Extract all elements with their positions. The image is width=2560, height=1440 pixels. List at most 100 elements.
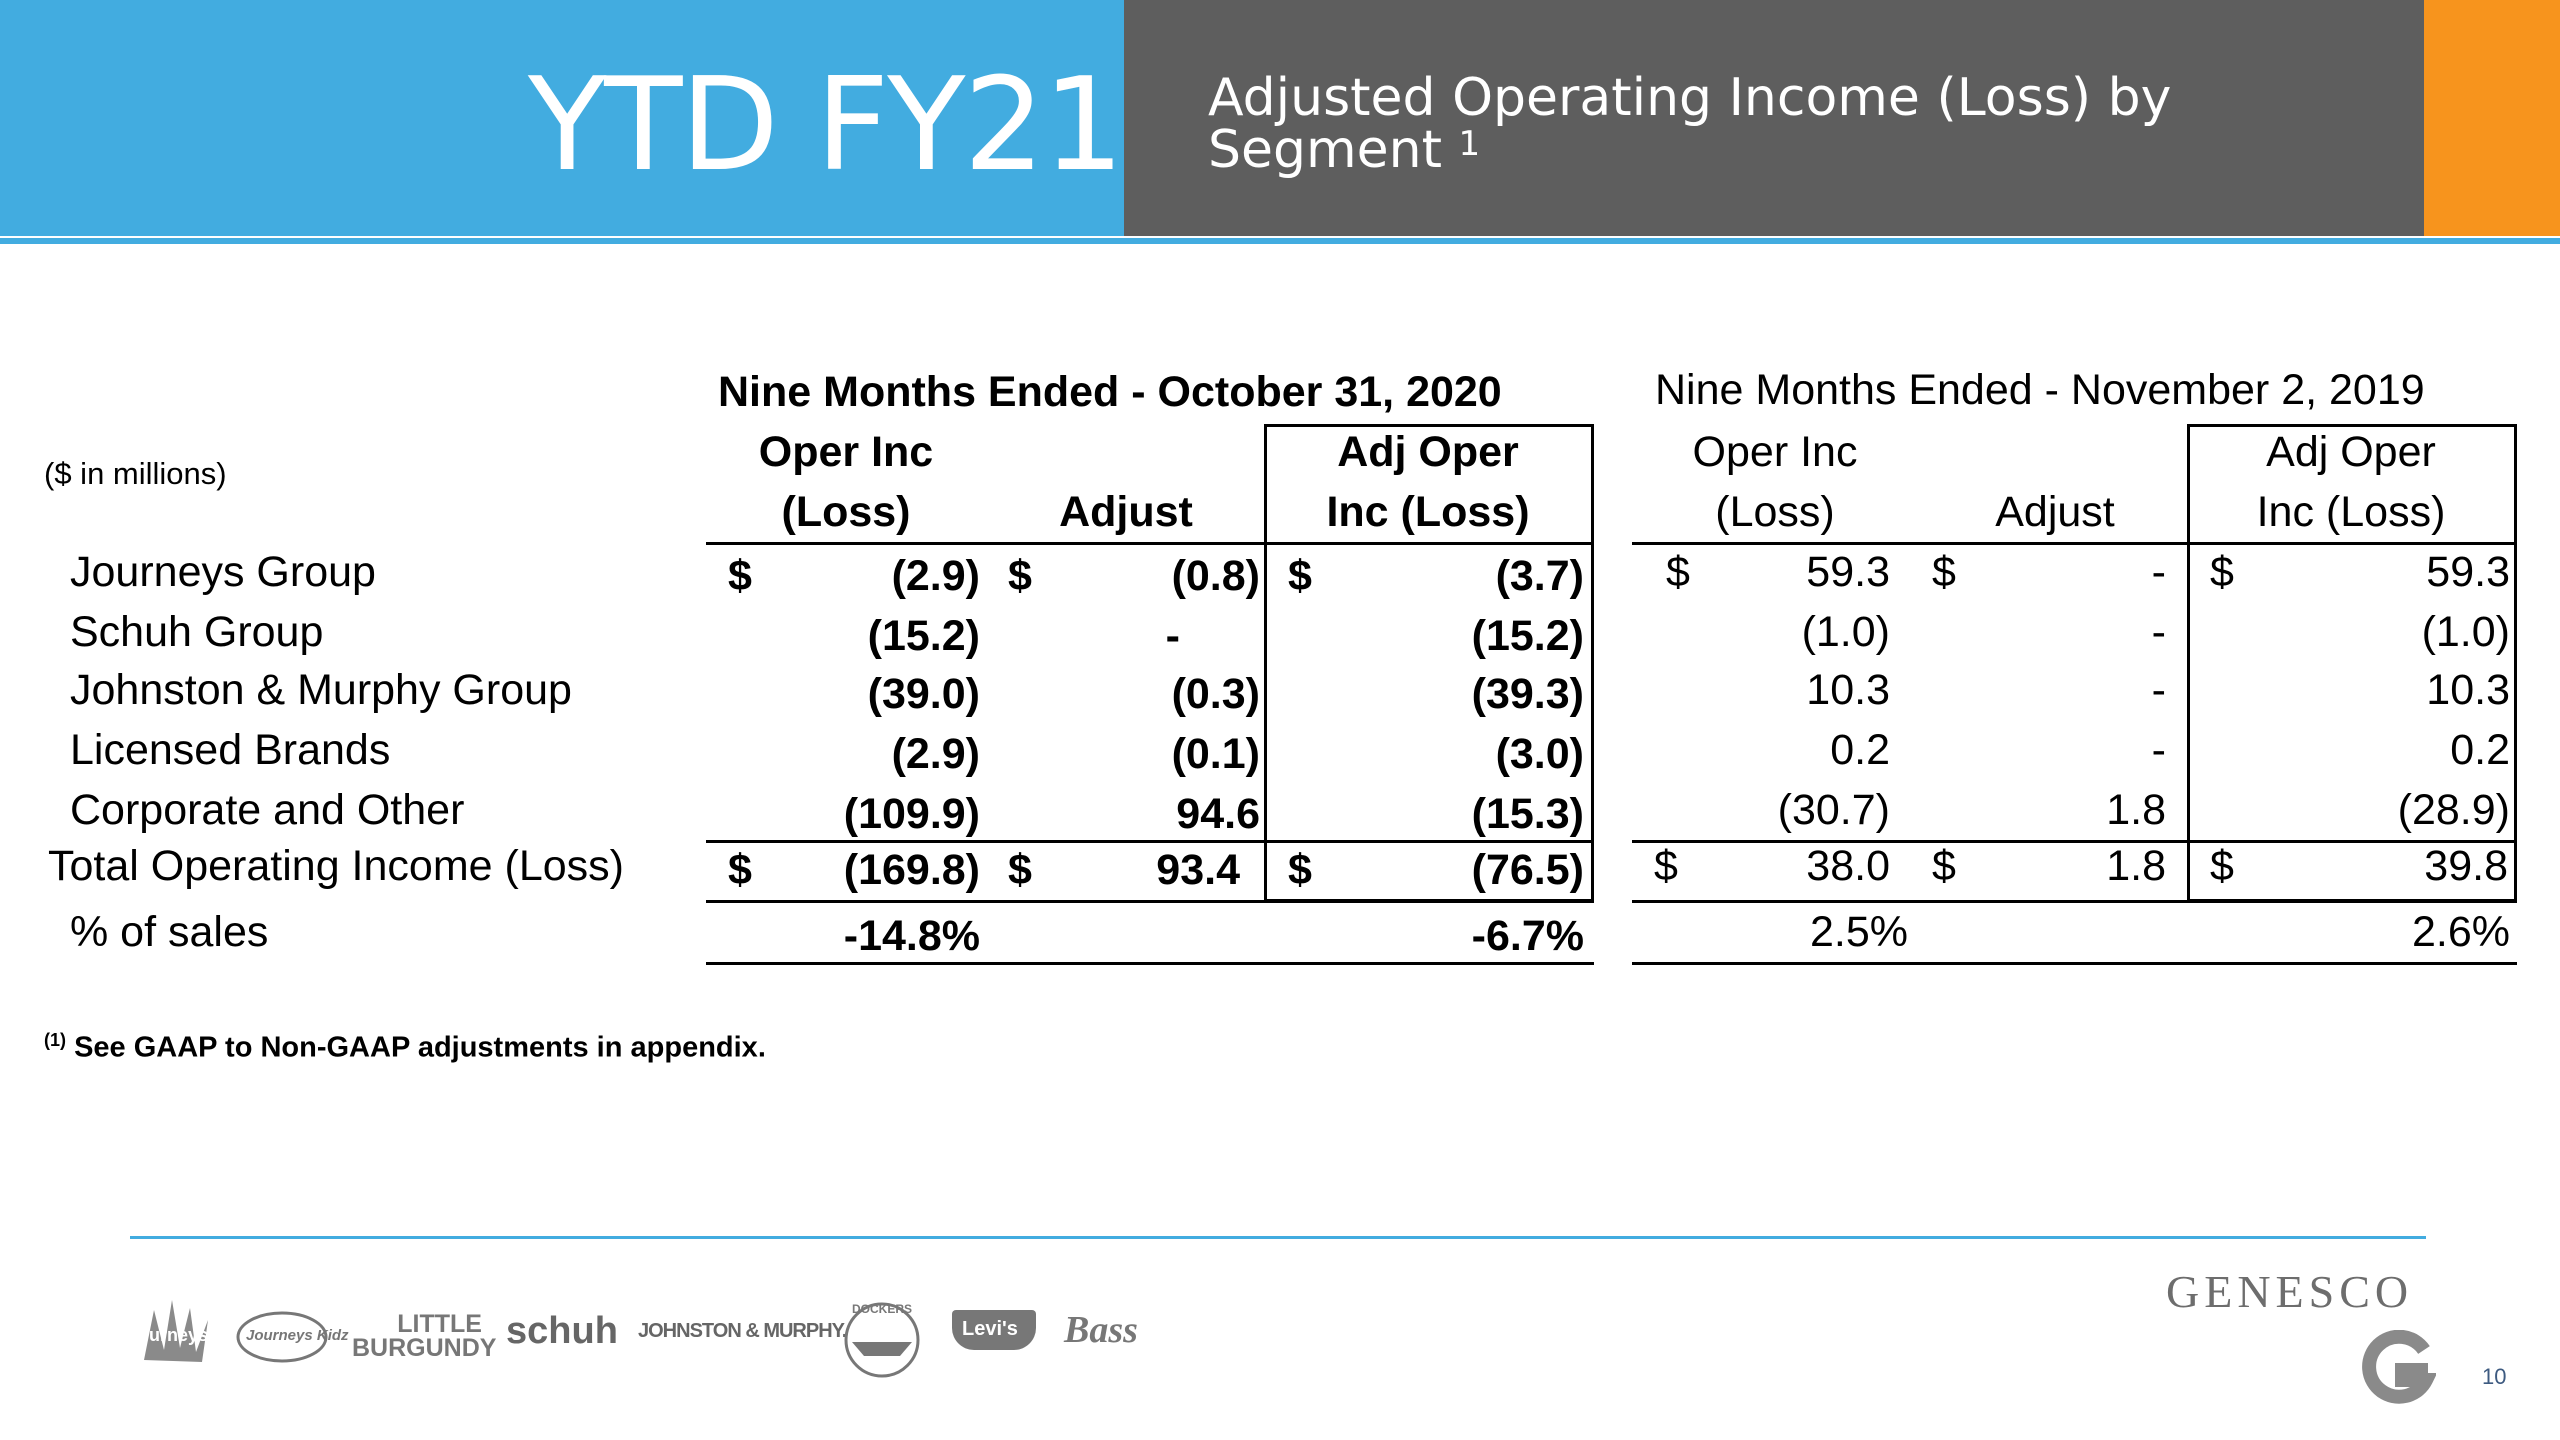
levis-logo [952,1310,1036,1350]
cell-cur-oper: (39.0) [867,670,980,718]
brand-schuh: schuh [506,1310,618,1352]
hdr-pri-oper-1: Oper Inc [1692,428,1858,476]
cell-pri-adj: - [2151,726,2166,774]
cell-cur-adj: (0.8) [1171,552,1260,600]
dollar-sign: $ [1932,548,1956,596]
cell-pri-adjoper: 59.3 [2426,548,2510,596]
hdr-pri-adjoper-2: Inc (Loss) [2256,488,2446,536]
brand-dockers: DOCKERS [852,1302,913,1316]
cell-pri-adjoper: 0.2 [2450,726,2510,774]
row-label: Journeys Group [70,548,376,596]
journeys-logo [144,1300,208,1362]
row-label: Schuh Group [70,608,324,656]
total-cur-oper: (169.8) [843,846,980,894]
cell-cur-adjoper: (39.3) [1471,670,1584,718]
brand-johnston-murphy: JOHNSTON & MURPHY. [638,1320,847,1342]
header-gray-panel [1124,0,2424,236]
dollar-sign: $ [728,552,752,600]
total-pri-adjoper: 39.8 [2424,842,2508,890]
hdr-cur-adjust: Adjust [1059,488,1193,536]
row-label: Johnston & Murphy Group [70,666,572,714]
dollar-sign: $ [2210,548,2234,596]
rule-pri-header [1632,542,2517,545]
units-label: ($ in millions) [44,456,227,491]
header-orange-panel [2424,0,2560,236]
cell-pri-oper: (30.7) [1777,786,1890,834]
hdr-cur-adjoper-2: Inc (Loss) [1326,488,1530,536]
rule-pri-total-top [1632,840,2517,843]
rule-cur-pct [706,962,1594,965]
pct-cur-oper: -14.8% [843,912,980,960]
period-current: Nine Months Ended - October 31, 2020 [718,368,1502,416]
hdr-cur-oper-1: Oper Inc [758,428,934,476]
dockers-logo [844,1302,920,1378]
hdr-pri-adjust: Adjust [1995,488,2115,536]
brand-journeys: Journeys [128,1325,209,1345]
total-pri-dollar-3: $ [2210,842,2234,890]
page-title: YTD FY21 [528,51,1124,200]
cell-pri-adj: - [2151,666,2166,714]
dollar-sign: $ [1008,552,1032,600]
cell-cur-adjoper: (15.2) [1471,612,1584,660]
dollar-sign: $ [1666,548,1690,596]
brand-journeys-kidz: Journeys Kidz [246,1327,349,1344]
cell-cur-oper: (15.2) [867,612,980,660]
pct-cur-adjoper: -6.7% [1471,912,1584,960]
total-cur-dollar-2: $ [1008,846,1032,894]
cell-pri-adj: - [2151,608,2166,656]
total-pri-dollar-1: $ [1654,842,1678,890]
header-blue-panel [0,0,1124,236]
total-pri-dollar-2: $ [1932,842,1956,890]
footnote-mark: (1) [44,1030,66,1050]
cell-cur-adj: 94.6 [1176,790,1260,838]
cell-cur-oper: (2.9) [891,552,980,600]
cell-pri-oper: 10.3 [1806,666,1890,714]
total-cur-adj: 93.4 [1156,846,1240,894]
hdr-pri-adjoper-1: Adj Oper [2266,428,2436,476]
subtitle-footnote-mark: 1 [1458,124,1481,164]
total-cur-adjoper: (76.5) [1471,846,1584,894]
period-prior: Nine Months Ended - November 2, 2019 [1655,366,2425,414]
cell-cur-adjoper: (3.7) [1495,552,1584,600]
pct-pri-oper: 2.5% [1809,908,1908,956]
total-cur-dollar-3: $ [1288,846,1312,894]
brand-little-burgundy: LITTLE BURGUNDY [352,1310,497,1362]
pct-label: % of sales [70,908,269,956]
hdr-cur-oper-2: (Loss) [781,488,911,536]
hdr-pri-oper-2: (Loss) [1715,488,1835,536]
header-rule [0,238,2560,244]
cell-pri-oper: (1.0) [1801,608,1890,656]
cell-cur-adj: (0.3) [1171,670,1260,718]
cell-pri-oper: 59.3 [1806,548,1890,596]
total-cur-dollar-1: $ [728,846,752,894]
brand-bass: Bass [1064,1309,1138,1351]
slide-subtitle: Adjusted Operating Income (Loss) by Segm… [1208,68,2172,180]
journeys-kidz-logo [236,1311,328,1363]
cell-cur-adj: - [1165,612,1180,660]
cell-pri-oper: 0.2 [1830,726,1890,774]
pct-pri-adjoper: 2.6% [2411,908,2510,956]
rule-cur-total-bottom [706,900,1594,903]
total-label: Total Operating Income (Loss) [48,842,624,890]
row-label: Licensed Brands [70,726,391,774]
dollar-sign: $ [1288,552,1312,600]
cell-pri-adjoper: (1.0) [2421,608,2510,656]
hdr-cur-adjoper-1: Adj Oper [1337,428,1519,476]
cell-pri-adj: - [2151,548,2166,596]
page-number: 10 [2482,1364,2507,1389]
footnote: (1) See GAAP to Non-GAAP adjustments in … [44,1030,766,1064]
cell-cur-adj: (0.1) [1171,730,1260,778]
total-pri-adj: 1.8 [2106,842,2166,890]
rule-pri-pct [1632,962,2517,965]
footer-rule [130,1236,2426,1239]
cell-pri-adjoper: (28.9) [2397,786,2510,834]
cell-pri-adj: 1.8 [2106,786,2166,834]
cell-pri-adjoper: 10.3 [2426,666,2510,714]
cell-cur-adjoper: (15.3) [1471,790,1584,838]
row-label: Corporate and Other [70,786,465,834]
cell-cur-oper: (2.9) [891,730,980,778]
genesco-logo [2362,1330,2436,1404]
rule-pri-total-bottom [1632,900,2517,903]
brand-levis: Levi's [962,1318,1018,1340]
company-wordmark: GENESCO [2166,1266,2414,1317]
